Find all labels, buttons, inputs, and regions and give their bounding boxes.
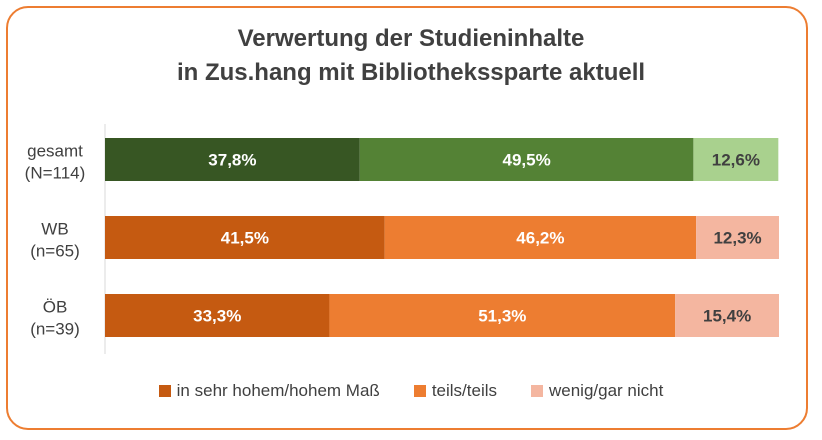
bar-segment: [329, 294, 676, 337]
bar-segment: [696, 216, 779, 259]
chart-title: Verwertung der Studieninhalte in Zus.han…: [0, 22, 822, 90]
bar-segment: [384, 216, 697, 259]
bar-segment: [675, 294, 779, 337]
legend-label-low: wenig/gar nicht: [549, 381, 664, 400]
legend-item-partly: teils/teils: [413, 381, 497, 401]
legend-item-high: in sehr hohem/hohem Maß: [158, 381, 380, 401]
legend-swatch-low: [531, 385, 543, 397]
chart-title-line-2: in Zus.hang mit Bibliothekssparte aktuel…: [176, 59, 646, 86]
data-label: 15,4%: [703, 307, 751, 326]
data-label: 37,8%: [208, 151, 256, 170]
category-label: WB (n=65): [30, 220, 80, 261]
data-label: 46,2%: [516, 229, 564, 248]
bar-segment: [105, 216, 385, 259]
bar-segment: [105, 138, 360, 181]
data-label: 41,5%: [221, 229, 269, 248]
data-label: 33,3%: [193, 307, 241, 326]
category-label: ÖB (n=39): [30, 298, 80, 339]
legend: in sehr hohem/hohem Maß teils/teils weni…: [0, 381, 822, 401]
bar-segment: [105, 294, 330, 337]
data-label: 12,6%: [712, 151, 760, 170]
category-label: gesamt (N=114): [25, 142, 86, 183]
data-label: 49,5%: [502, 151, 550, 170]
legend-swatch-high: [158, 385, 171, 397]
bar-segment: [693, 138, 779, 181]
chart-title-line-1: Verwertung der Studieninhalte: [237, 25, 585, 52]
legend-item-low: wenig/gar nicht: [531, 381, 663, 401]
data-label: 51,3%: [478, 307, 526, 326]
legend-label-partly: teils/teils: [431, 381, 497, 400]
data-label: 12,3%: [713, 229, 761, 248]
legend-label-high: in sehr hohem/hohem Maß: [176, 381, 380, 400]
legend-swatch-partly: [413, 385, 426, 397]
bar-segment: [359, 138, 694, 181]
